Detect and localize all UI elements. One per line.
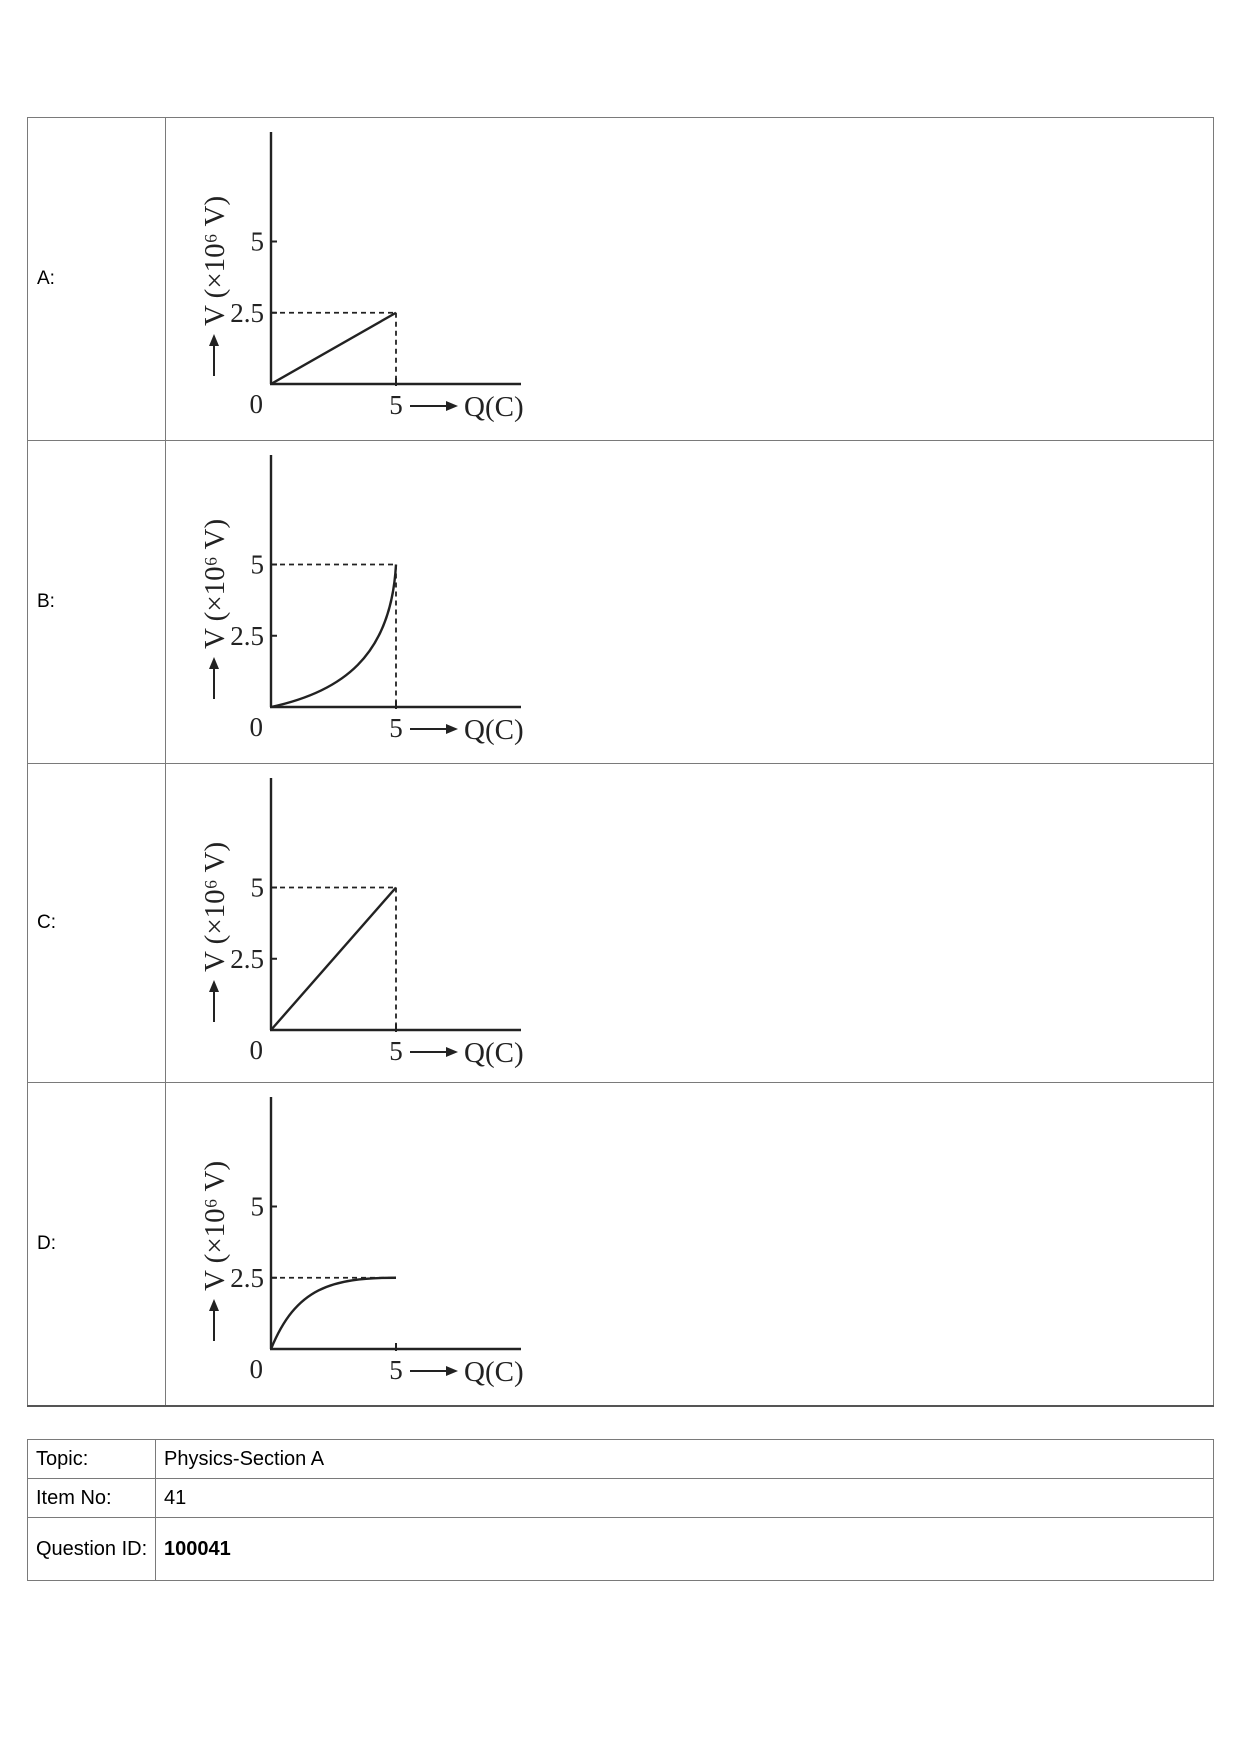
option-graph: 2.5 5 0 5 Q(C) V (×10⁶ V) xyxy=(199,132,524,423)
x-tick-label: 5 xyxy=(389,713,403,743)
origin-label: 0 xyxy=(250,389,264,419)
y-axis-label: V (×10⁶ V) xyxy=(199,196,231,326)
topic-row: Topic: Physics-Section A xyxy=(27,1439,1214,1479)
y-label-arrow-head xyxy=(209,980,219,992)
y-tick-label: 5 xyxy=(251,1192,265,1222)
x-label-arrow-head xyxy=(446,724,458,734)
question-id-row: Question ID: 100041 xyxy=(27,1517,1214,1581)
y-tick-label: 5 xyxy=(251,550,265,580)
x-tick-label: 5 xyxy=(389,390,403,420)
y-label-arrow-head xyxy=(209,657,219,669)
x-label-arrow-head xyxy=(446,401,458,411)
y-axis-label: V (×10⁶ V) xyxy=(199,519,231,649)
topic-label: Topic: xyxy=(27,1439,156,1479)
v-q-curve xyxy=(270,564,398,709)
item-row: Item No: 41 xyxy=(27,1478,1214,1518)
option-graph: 2.5 5 0 5 Q(C) V (×10⁶ V) xyxy=(199,455,524,746)
origin-label: 0 xyxy=(250,1354,264,1384)
v-q-curve xyxy=(270,311,397,386)
origin-label: 0 xyxy=(250,1035,264,1065)
option-row-d: D: 2.5 5 0 5 Q(C) V (×10⁶ V) xyxy=(27,1082,1214,1407)
v-q-curve xyxy=(269,1276,397,1350)
y-tick-label: 2.5 xyxy=(230,621,264,651)
option-graph-cell: 2.5 5 0 5 Q(C) V (×10⁶ V) xyxy=(165,1082,1214,1407)
y-label-arrow-head xyxy=(209,334,219,346)
origin-label: 0 xyxy=(250,712,264,742)
metadata-table: Topic: Physics-Section A Item No: 41 Que… xyxy=(27,1439,1214,1581)
question-id-label: Question ID: xyxy=(27,1517,156,1581)
v-q-curve xyxy=(270,886,397,1031)
question-id-value: 100041 xyxy=(155,1517,1214,1581)
option-graph-cell: 2.5 5 0 5 Q(C) V (×10⁶ V) xyxy=(165,117,1214,441)
option-row-c: C: 2.5 5 0 5 Q(C) V (×10⁶ V) xyxy=(27,763,1214,1083)
x-axis-label: Q(C) xyxy=(464,391,524,423)
y-tick-label: 5 xyxy=(251,873,265,903)
y-tick-label: 2.5 xyxy=(230,1263,264,1293)
x-axis-label: Q(C) xyxy=(464,1037,524,1069)
option-label: B: xyxy=(27,440,166,764)
option-graph: 2.5 5 0 5 Q(C) V (×10⁶ V) xyxy=(199,1097,524,1388)
option-graph-cell: 2.5 5 0 5 Q(C) V (×10⁶ V) xyxy=(165,440,1214,764)
x-axis-label: Q(C) xyxy=(464,1356,524,1388)
x-axis-label: Q(C) xyxy=(464,714,524,746)
y-tick-label: 2.5 xyxy=(230,944,264,974)
options-table: A: 2.5 5 0 5 Q(C) V (×10⁶ V) B: 2.5 5 0 5 Q(C) V (… xyxy=(27,117,1214,1407)
y-tick-label: 2.5 xyxy=(230,298,264,328)
option-label: C: xyxy=(27,763,166,1083)
option-label: D: xyxy=(27,1082,166,1407)
item-label: Item No: xyxy=(27,1478,156,1518)
topic-value: Physics-Section A xyxy=(155,1439,1214,1479)
x-tick-label: 5 xyxy=(389,1036,403,1066)
y-axis-label: V (×10⁶ V) xyxy=(199,842,231,972)
option-graph-cell: 2.5 5 0 5 Q(C) V (×10⁶ V) xyxy=(165,763,1214,1083)
option-graph: 2.5 5 0 5 Q(C) V (×10⁶ V) xyxy=(199,778,524,1069)
option-row-a: A: 2.5 5 0 5 Q(C) V (×10⁶ V) xyxy=(27,117,1214,441)
x-tick-label: 5 xyxy=(389,1355,403,1385)
x-label-arrow-head xyxy=(446,1047,458,1057)
x-label-arrow-head xyxy=(446,1366,458,1376)
y-axis-label: V (×10⁶ V) xyxy=(199,1161,231,1291)
option-label: A: xyxy=(27,117,166,441)
y-tick-label: 5 xyxy=(251,227,265,257)
option-row-b: B: 2.5 5 0 5 Q(C) V (×10⁶ V) xyxy=(27,440,1214,764)
item-value: 41 xyxy=(155,1478,1214,1518)
y-label-arrow-head xyxy=(209,1299,219,1311)
